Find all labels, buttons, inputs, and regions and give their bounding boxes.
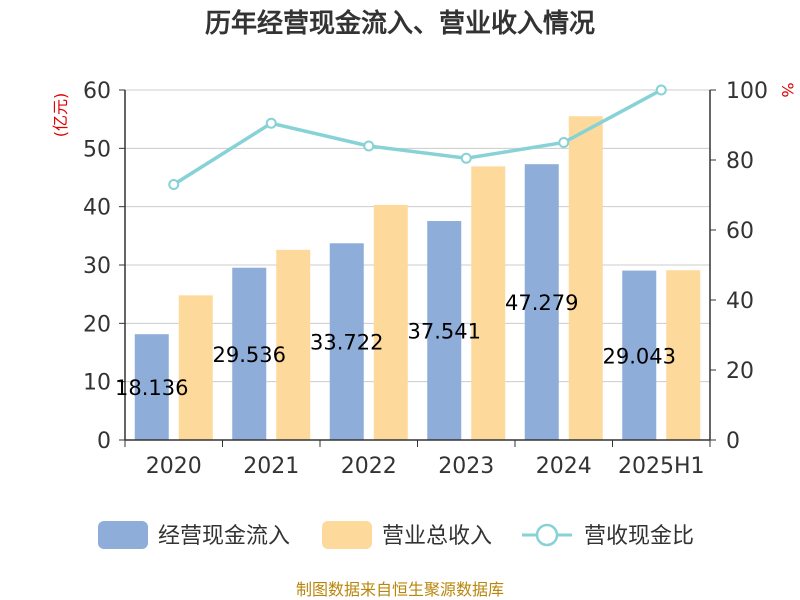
data-label: 37.541 (408, 320, 481, 344)
left-tick-label: 40 (83, 196, 111, 221)
legend: 经营现金流入 营业总收入 营收现金比 (98, 521, 694, 549)
bar-cash-inflow (329, 243, 364, 440)
bar-revenue (373, 204, 408, 440)
x-tick-label: 2022 (341, 454, 397, 479)
bar-cash-inflow (524, 164, 559, 441)
data-label: 33.722 (310, 331, 383, 355)
ratio-line (172, 88, 663, 186)
x-tick-label: 2021 (243, 454, 299, 479)
bar-cash-inflow (232, 267, 267, 440)
bar-revenue (568, 116, 603, 440)
legend-marker (535, 523, 559, 547)
bar-revenue (178, 295, 213, 440)
data-label-group: 18.136 29.536 33.722 37.541 47.279 29.043 (115, 291, 676, 400)
left-tick-label: 30 (83, 254, 111, 279)
ratio-point (460, 152, 472, 164)
left-tick-label: 10 (83, 371, 111, 396)
bar-cash-inflow (427, 221, 462, 440)
right-tick-label: 40 (726, 289, 754, 314)
x-tick-label: 2025H1 (618, 454, 705, 479)
ratio-point (363, 140, 375, 152)
ratio-point (168, 179, 180, 190)
right-tick-label: 80 (726, 149, 754, 174)
ratio-point (655, 84, 667, 96)
source-note: 制图数据来自恒生聚源数据库 (296, 580, 504, 599)
left-tick-label: 20 (83, 312, 111, 337)
ratio-point (265, 117, 277, 129)
bar-revenue (666, 270, 701, 440)
ratio-line-group (168, 84, 667, 190)
right-tick-label: 0 (726, 429, 740, 454)
legend-label: 营业总收入 (382, 524, 492, 549)
ratio-point (558, 137, 570, 148)
right-axis-unit: % (778, 82, 797, 97)
left-tick-label: 60 (83, 79, 111, 104)
x-tick-label: 2024 (536, 454, 592, 479)
x-tick-label: 2023 (438, 454, 494, 479)
legend-label: 营收现金比 (584, 524, 694, 549)
bar-group (134, 116, 701, 441)
right-tick-label: 20 (726, 359, 754, 384)
left-axis-unit: (亿元) (51, 93, 70, 138)
data-label: 29.536 (213, 343, 286, 367)
axes: 0 10 20 30 40 50 60 0 20 40 60 80 100 2020 2021 2022 202… (83, 79, 768, 479)
legend-label: 经营现金流入 (158, 524, 290, 549)
x-tick-label: 2020 (146, 454, 202, 479)
left-tick-label: 50 (83, 137, 111, 162)
chart-title: 历年经营现金流入、营业收入情况 (205, 8, 595, 39)
bar-revenue (276, 249, 311, 440)
data-label: 18.136 (115, 376, 188, 400)
data-label: 47.279 (505, 291, 578, 315)
bar-revenue (471, 166, 506, 440)
bar-cash-inflow (622, 270, 657, 440)
left-tick-label: 0 (97, 429, 111, 454)
right-tick-label: 60 (726, 219, 754, 244)
legend-swatch (322, 521, 372, 549)
bar-cash-inflow (134, 334, 169, 440)
gridlines (125, 89, 710, 383)
legend-swatch (98, 521, 148, 549)
right-tick-label: 100 (726, 79, 768, 104)
data-label: 29.043 (603, 344, 676, 368)
